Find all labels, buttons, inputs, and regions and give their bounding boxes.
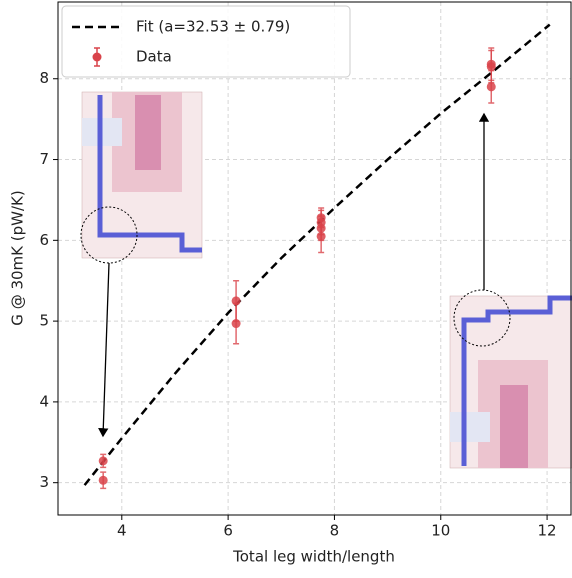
x-tick-label: 12: [538, 522, 557, 540]
data-point: [316, 231, 326, 241]
data-point: [98, 475, 108, 485]
x-tick-label: 8: [330, 522, 340, 540]
highlight-circle: [453, 289, 511, 347]
y-tick-label: 6: [39, 231, 49, 249]
marks: [83, 23, 551, 490]
inset-right: [449, 295, 572, 469]
legend-label: Data: [136, 48, 172, 66]
data-point: [98, 456, 108, 466]
data-point: [486, 62, 496, 72]
legend-swatch: [92, 52, 102, 62]
y-axis-label: G @ 30mK (pW/K): [9, 190, 27, 325]
data-point: [486, 82, 496, 92]
plot-frame: [57, 1, 572, 516]
y-tick-label: 7: [39, 150, 49, 168]
x-tick-label: 10: [431, 522, 450, 540]
legend-label: Fit (a=32.53 ± 0.79): [136, 18, 290, 36]
data-point: [231, 319, 241, 329]
x-tick-label: 4: [117, 522, 127, 540]
highlight-circle: [80, 206, 138, 264]
y-tick-label: 4: [39, 392, 49, 410]
inset-left: [81, 91, 203, 259]
y-tick-label: 5: [39, 312, 49, 330]
arrow: [98, 262, 110, 438]
legend: Fit (a=32.53 ± 0.79) Data: [61, 5, 351, 78]
fit-line: [83, 23, 551, 486]
x-tick-label: 6: [223, 522, 233, 540]
y-tick-label: 3: [39, 473, 49, 491]
y-tick-label: 8: [39, 69, 49, 87]
legend-box: [61, 5, 351, 78]
x-axis-label: Total leg width/length: [232, 548, 395, 566]
